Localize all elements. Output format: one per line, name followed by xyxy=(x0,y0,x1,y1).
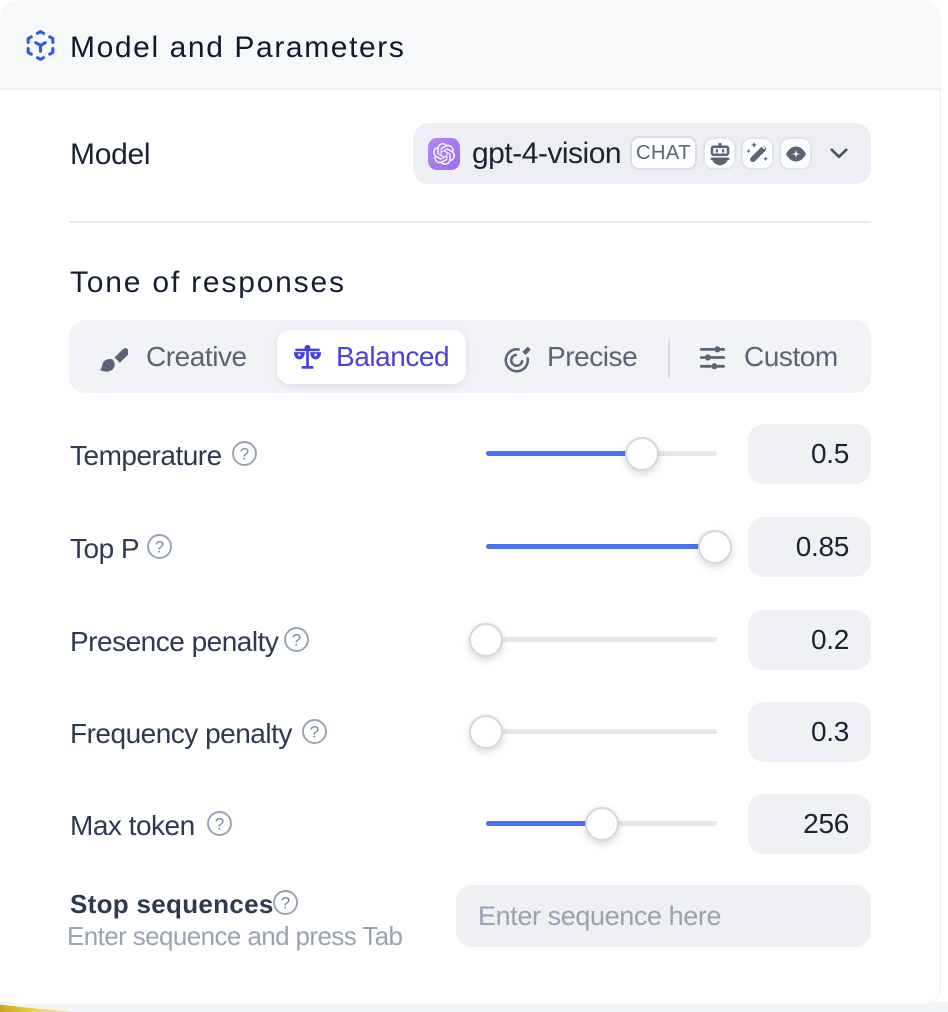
svg-text:?: ? xyxy=(215,815,224,834)
svg-text:?: ? xyxy=(155,538,164,557)
svg-text:?: ? xyxy=(310,723,319,742)
svg-text:?: ? xyxy=(292,631,301,650)
svg-text:?: ? xyxy=(240,445,249,464)
svg-text:?: ? xyxy=(281,894,290,913)
